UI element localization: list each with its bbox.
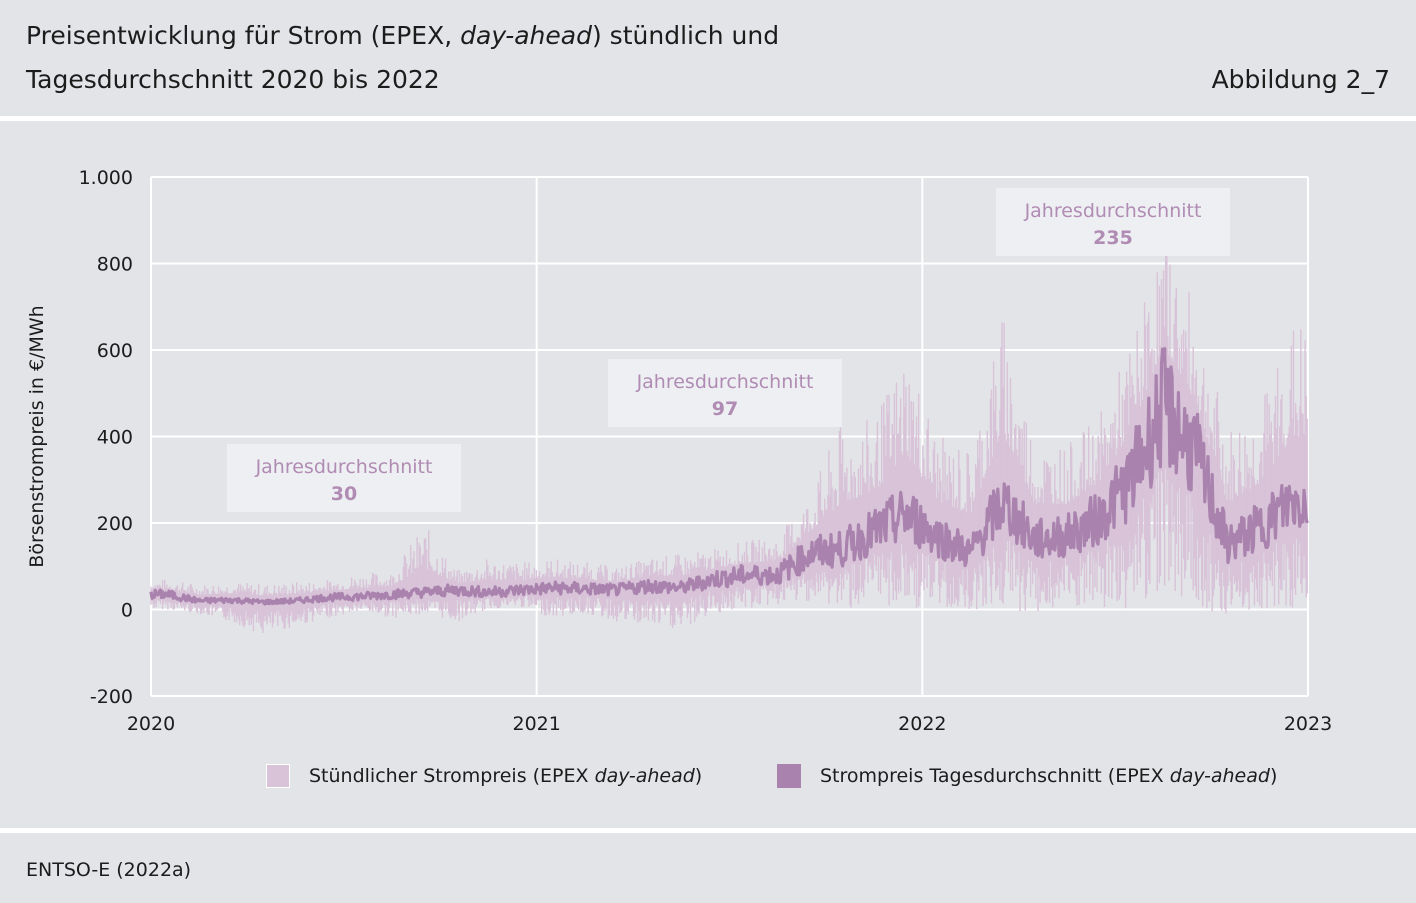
x-tick-label: 2021 [512,713,560,735]
annotation-label: Jahresdurchschnitt [255,456,433,478]
price-chart: -200 0 200 400 600 800 1.000 2020 2021 2022 2023 Bö… [26,167,1332,735]
legend-label-hourly-pre: Stündlicher Strompreis (EPEX [309,765,595,787]
y-tick-label: 400 [97,427,133,449]
y-tick-label: 600 [97,340,133,362]
legend-swatch-daily [777,764,801,788]
legend-label-hourly-post: ) [694,765,703,787]
header: Preisentwicklung für Strom (EPEX, day-ah… [0,0,1416,116]
x-tick-label: 2022 [898,713,946,735]
annotation-label: Jahresdurchschnitt [636,371,814,393]
legend-item-daily: Strompreis Tagesdurchschnitt (EPEX day-a… [777,762,1277,790]
annotation-box [996,188,1230,256]
y-tick-label: 1.000 [79,167,133,189]
header-divider [0,116,1416,121]
legend-label-daily-post: ) [1269,765,1278,787]
legend-label-daily: Strompreis Tagesdurchschnitt (EPEX day-a… [820,765,1277,787]
y-tick-label: 0 [121,600,133,622]
source-note: ENTSO-E (2022a) [26,859,192,881]
chart-title-line2: Tagesdurchschnitt 2020 bis 2022 [26,65,440,94]
annotation-value: 30 [331,483,357,505]
legend-label-daily-pre: Strompreis Tagesdurchschnitt (EPEX [820,765,1170,787]
footer-divider [0,828,1416,833]
figure-label: Abbildung 2_7 [1211,65,1390,94]
y-axis-label: Börsenstrompreis in €/MWh [26,305,48,567]
annotation-label: Jahresdurchschnitt [1024,200,1202,222]
x-tick-label: 2020 [127,713,175,735]
y-tick-label: 200 [97,513,133,535]
x-tick-label: 2023 [1284,713,1332,735]
y-tick-label: 800 [97,254,133,276]
chart-title: Preisentwicklung für Strom (EPEX, day-ah… [26,21,779,50]
title-text-pre: Preisentwicklung für Strom (EPEX, [26,21,461,50]
annotation-value: 235 [1093,227,1133,249]
legend-swatch-hourly [266,764,290,788]
annotation-box [608,359,842,427]
legend-label-daily-em: day-ahead [1169,765,1270,787]
annotation-box [227,444,461,512]
legend-label-hourly: Stündlicher Strompreis (EPEX day-ahead) [309,765,702,787]
daily-average-line [149,347,1309,606]
y-tick-label: -200 [90,686,133,708]
title-text-post: ) stündlich und [591,21,780,50]
legend-item-hourly: Stündlicher Strompreis (EPEX day-ahead) [266,762,702,790]
legend-label-hourly-em: day-ahead [594,765,695,787]
title-text-emphasis: day-ahead [460,21,592,50]
annotation-value: 97 [712,398,738,420]
